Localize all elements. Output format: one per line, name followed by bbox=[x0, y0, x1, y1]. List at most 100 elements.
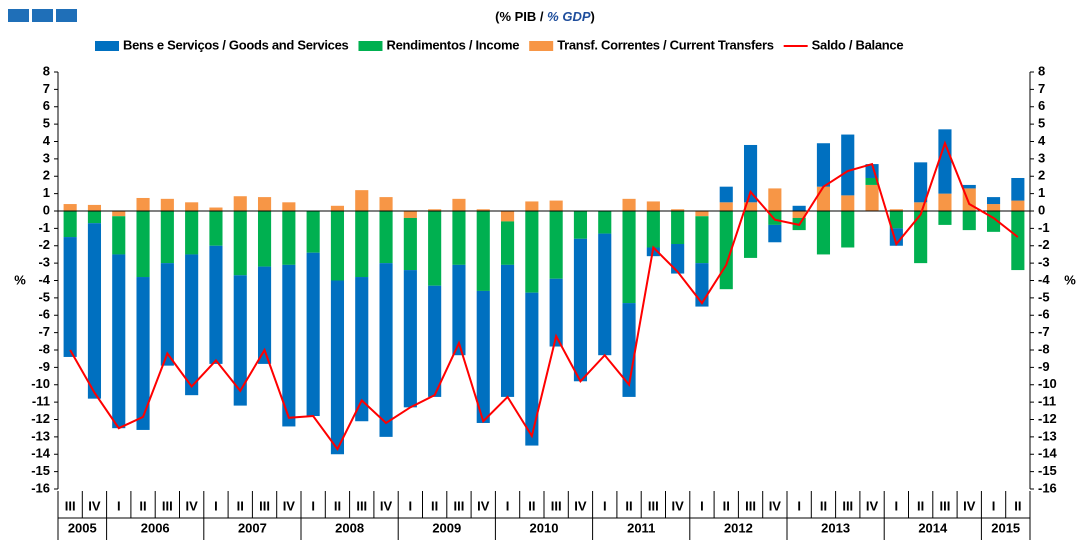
bar bbox=[257, 197, 272, 211]
y-tick-label: 4 bbox=[43, 133, 51, 148]
y2-tick-label: -3 bbox=[1038, 255, 1050, 270]
x-tick-label: IV bbox=[88, 498, 101, 513]
y2-tick-label: -2 bbox=[1038, 237, 1050, 252]
y-tick-label: 2 bbox=[43, 168, 50, 183]
bar bbox=[938, 129, 952, 194]
bar bbox=[598, 233, 612, 356]
y2-tick-label: 6 bbox=[1038, 98, 1045, 113]
legend-swatch bbox=[358, 41, 383, 51]
bar bbox=[136, 197, 150, 211]
x-tick-label: IV bbox=[866, 498, 879, 513]
x-tick-label: I bbox=[311, 498, 315, 513]
bar bbox=[646, 211, 660, 248]
bar bbox=[1011, 200, 1025, 211]
x-tick-label: IV bbox=[283, 498, 296, 513]
y2-tick-label: 1 bbox=[1038, 185, 1045, 200]
bar bbox=[63, 211, 77, 238]
x-tick-label: IV bbox=[963, 498, 976, 513]
y2-tick-label: 0 bbox=[1038, 202, 1045, 217]
bar bbox=[573, 238, 588, 382]
x-tick-label: II bbox=[237, 498, 244, 513]
y-tick-label: -4 bbox=[38, 272, 50, 287]
year-label: 2005 bbox=[68, 520, 97, 535]
y-tick-label: -13 bbox=[31, 428, 50, 443]
bar bbox=[816, 186, 831, 211]
bar bbox=[330, 205, 345, 211]
bar bbox=[1011, 177, 1025, 201]
y-tick-label: 8 bbox=[43, 63, 50, 78]
title-part: (% PIB / bbox=[495, 9, 547, 24]
legend-label: Transf. Correntes / Current Transfers bbox=[557, 37, 774, 52]
year-label: 2011 bbox=[627, 520, 655, 535]
bar bbox=[914, 211, 928, 264]
bar bbox=[671, 209, 685, 211]
bar bbox=[452, 198, 466, 211]
x-tick-label: III bbox=[648, 498, 659, 513]
chart-title: (% PIB / % GDP) bbox=[495, 9, 595, 24]
y2-tick-label: -7 bbox=[1038, 324, 1050, 339]
y-axis-label: % bbox=[14, 272, 26, 287]
bar bbox=[549, 211, 563, 279]
x-tick-label: III bbox=[745, 498, 756, 513]
x-tick-label: I bbox=[117, 498, 121, 513]
x-tick-label: I bbox=[214, 498, 218, 513]
bar bbox=[549, 278, 563, 347]
x-tick-label: III bbox=[65, 498, 76, 513]
bar bbox=[768, 224, 782, 243]
bar bbox=[525, 211, 539, 293]
bar bbox=[233, 196, 247, 211]
year-label: 2014 bbox=[918, 520, 948, 535]
bar bbox=[428, 211, 442, 286]
bar bbox=[622, 303, 636, 397]
x-tick-label: I bbox=[992, 498, 996, 513]
bar bbox=[598, 211, 612, 234]
x-tick-label: II bbox=[1014, 498, 1021, 513]
x-tick-label: III bbox=[842, 498, 853, 513]
bar bbox=[112, 254, 126, 429]
y-tick-label: -16 bbox=[31, 480, 50, 495]
y2-tick-label: -13 bbox=[1038, 428, 1057, 443]
bar bbox=[1011, 211, 1025, 271]
bar bbox=[500, 221, 515, 265]
bar bbox=[282, 211, 296, 265]
x-tick-label: I bbox=[700, 498, 704, 513]
year-label: 2007 bbox=[238, 520, 267, 535]
bar bbox=[282, 202, 296, 211]
title-part: % GDP bbox=[547, 9, 591, 24]
bar bbox=[428, 285, 442, 397]
bar bbox=[986, 204, 1001, 211]
bar bbox=[209, 245, 223, 364]
bar bbox=[962, 184, 976, 189]
y2-tick-label: -5 bbox=[1038, 289, 1050, 304]
x-tick-label: II bbox=[820, 498, 827, 513]
x-tick-label: III bbox=[551, 498, 562, 513]
y-tick-label: -11 bbox=[32, 394, 50, 409]
bar bbox=[695, 216, 709, 264]
year-label: 2015 bbox=[991, 520, 1020, 535]
bar bbox=[355, 211, 369, 278]
x-tick-label: IV bbox=[769, 498, 782, 513]
bar bbox=[841, 134, 855, 196]
bar bbox=[622, 198, 636, 211]
bar bbox=[816, 211, 831, 255]
bar bbox=[865, 177, 879, 185]
bar bbox=[160, 198, 174, 211]
bar bbox=[330, 280, 345, 455]
bar bbox=[112, 211, 126, 217]
bar bbox=[233, 211, 247, 276]
bar bbox=[671, 211, 685, 245]
bar bbox=[914, 162, 928, 203]
bar bbox=[719, 202, 733, 211]
balance-line bbox=[69, 140, 1019, 451]
bar bbox=[865, 184, 879, 211]
bar bbox=[63, 204, 77, 211]
y2-tick-label: -8 bbox=[1038, 341, 1050, 356]
bar bbox=[719, 186, 733, 203]
y2-tick-label: 4 bbox=[1038, 133, 1046, 148]
bar bbox=[379, 197, 393, 211]
bar bbox=[306, 252, 320, 417]
bar bbox=[87, 223, 102, 399]
bar bbox=[452, 211, 466, 265]
y-tick-label: -1 bbox=[38, 220, 50, 235]
y-tick-label: -2 bbox=[38, 237, 50, 252]
